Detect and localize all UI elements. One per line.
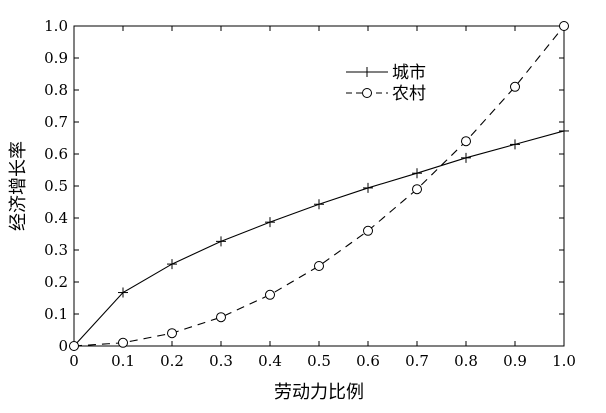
legend-marker-rural bbox=[362, 88, 372, 98]
x-tick-label: 0.2 bbox=[160, 352, 184, 370]
y-tick-label: 0.3 bbox=[44, 241, 68, 259]
data-point-urban bbox=[461, 152, 471, 163]
x-tick-label: 0.4 bbox=[258, 352, 282, 370]
data-point-rural bbox=[412, 184, 422, 195]
data-point-urban bbox=[314, 199, 324, 210]
x-axis-label: 劳动力比例 bbox=[274, 382, 364, 403]
legend-label-urban: 城市 bbox=[392, 63, 426, 83]
data-point-rural bbox=[363, 225, 373, 236]
legend: 城市 农村 bbox=[346, 63, 426, 104]
series-line-0 bbox=[73, 130, 565, 347]
legend-label-rural: 农村 bbox=[392, 84, 426, 104]
x-tick-label: 0.9 bbox=[503, 352, 527, 370]
x-tick-label: 0.5 bbox=[307, 352, 331, 370]
x-tick-label: 0.7 bbox=[405, 352, 429, 370]
data-point-urban bbox=[118, 287, 128, 298]
y-axis-label: 经济增长率 bbox=[8, 141, 29, 231]
data-point-urban bbox=[363, 182, 373, 193]
y-tick-label: 0 bbox=[58, 337, 68, 355]
y-tick-label: 0.2 bbox=[44, 273, 68, 291]
y-tick-label: 0.9 bbox=[44, 49, 68, 67]
x-axis: 0 0.1 0.2 0.3 0.4 0.5 0.6 0.7 0.8 0.9 1.0 bbox=[69, 26, 576, 370]
data-point-urban bbox=[559, 125, 569, 136]
series-layer bbox=[69, 21, 569, 351]
x-tick-label: 0 bbox=[69, 352, 79, 370]
x-tick-label: 0.3 bbox=[209, 352, 233, 370]
x-tick-label: 0.6 bbox=[356, 352, 380, 370]
y-tick-label: 0.6 bbox=[44, 145, 68, 163]
y-tick-label: 0.4 bbox=[44, 209, 68, 227]
data-point-rural bbox=[118, 337, 128, 348]
data-point-urban bbox=[167, 259, 177, 270]
data-point-rural bbox=[216, 312, 226, 323]
y-axis: 0 0.1 0.2 0.3 0.4 0.5 0.6 0.7 0.8 0.9 1.0 bbox=[44, 17, 564, 355]
x-tick-label: 1.0 bbox=[552, 352, 576, 370]
y-tick-label: 0.1 bbox=[44, 305, 68, 323]
series-line-1 bbox=[73, 25, 565, 347]
data-point-urban bbox=[216, 236, 226, 247]
y-tick-label: 0.7 bbox=[44, 113, 68, 131]
x-tick-label: 0.8 bbox=[454, 352, 478, 370]
data-point-rural bbox=[559, 21, 569, 31]
data-point-rural bbox=[314, 261, 324, 271]
y-tick-label: 0.5 bbox=[44, 177, 68, 195]
x-tick-label: 0.1 bbox=[111, 352, 135, 370]
plot-area bbox=[73, 25, 565, 347]
y-tick-label: 0.8 bbox=[44, 81, 68, 99]
data-point-rural bbox=[69, 341, 79, 351]
data-point-urban bbox=[412, 168, 422, 179]
data-point-rural bbox=[265, 289, 275, 300]
data-point-rural bbox=[510, 81, 520, 92]
data-point-rural bbox=[461, 136, 471, 147]
data-point-urban bbox=[265, 217, 275, 228]
y-tick-label: 1.0 bbox=[44, 17, 68, 35]
data-point-rural bbox=[167, 328, 177, 339]
data-point-urban bbox=[510, 139, 520, 150]
